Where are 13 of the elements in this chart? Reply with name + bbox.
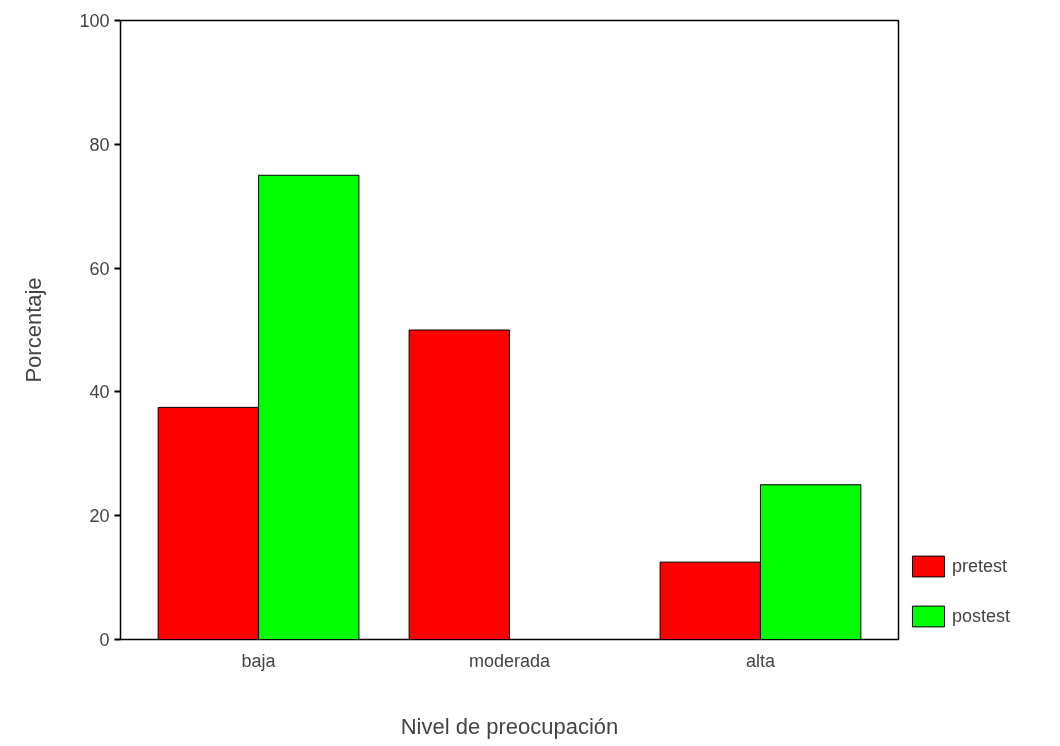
x-axis-title: Nivel de preocupación — [400, 713, 619, 739]
y-tick-label: 0 — [99, 630, 110, 650]
legend-label: postest — [952, 605, 1011, 627]
legend-label: pretest — [952, 555, 1008, 577]
x-tick-label: alta — [745, 650, 776, 671]
y-tick-label: 60 — [89, 258, 110, 279]
y-tick-label: 40 — [89, 382, 110, 403]
y-axis-title: Porcentaje — [21, 277, 47, 383]
x-tick-label: moderada — [468, 650, 552, 671]
x-tick-label: baja — [241, 650, 277, 671]
y-tick-label: 100 — [79, 11, 110, 31]
y-tick-label: 80 — [89, 134, 110, 155]
y-tick-label: 20 — [89, 506, 110, 527]
